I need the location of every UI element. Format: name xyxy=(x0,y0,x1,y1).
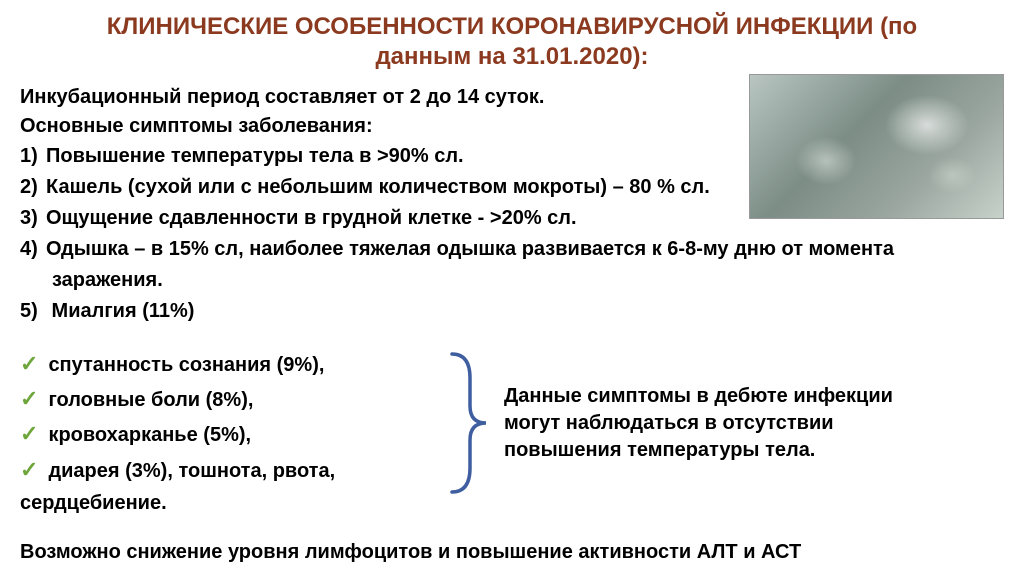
addl-item: диарея (3%), тошнота, рвота, сердцебиени… xyxy=(20,452,450,519)
footer-note: Возможно снижение уровня лимфоцитов и по… xyxy=(20,541,1004,564)
curly-brace-icon xyxy=(444,348,490,498)
brace-note: Данные симптомы в дебюте инфекции могут … xyxy=(504,383,924,464)
addl-item: спутанность сознания (9%), xyxy=(20,346,450,381)
hospital-photo xyxy=(749,74,1004,219)
symptom-item: заражения. xyxy=(20,266,1004,295)
symptom-item: 4)Одышка – в 15% сл, наиболее тяжелая од… xyxy=(20,235,1004,264)
symptom-item: 5) Миалгия (11%) xyxy=(20,297,1004,326)
slide-title: КЛИНИЧЕСКИЕ ОСОБЕННОСТИ КОРОНАВИРУСНОЙ И… xyxy=(20,12,1004,72)
addl-item: кровохарканье (5%), xyxy=(20,416,450,451)
additional-symptoms-list: спутанность сознания (9%), головные боли… xyxy=(20,346,450,519)
addl-item: головные боли (8%), xyxy=(20,381,450,416)
